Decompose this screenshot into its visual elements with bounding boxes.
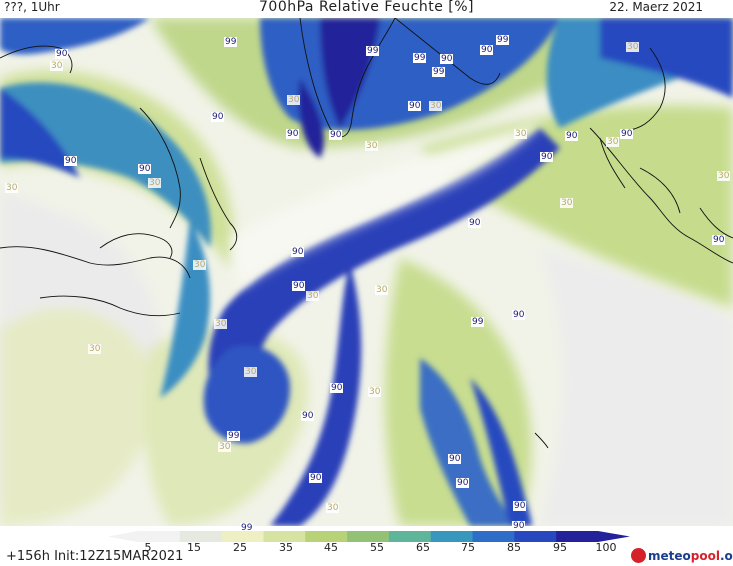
- meteopool-logo-icon: [631, 548, 646, 563]
- contour-label-99: 99: [240, 523, 254, 533]
- contour-label-90: 90: [329, 130, 343, 140]
- colorbar: [108, 531, 630, 542]
- contour-label-30: 30: [214, 319, 228, 329]
- contour-label-90: 90: [309, 473, 323, 483]
- colorbar-swatch: [305, 531, 348, 542]
- humidity-field: [0, 18, 733, 526]
- contour-label-90: 90: [565, 131, 579, 141]
- contour-label-90: 90: [408, 101, 422, 111]
- header-bar: ???, 1Uhr 700hPa Relative Feuchte [%] 22…: [0, 0, 733, 18]
- contour-label-30: 30: [626, 42, 640, 52]
- contour-label-90: 90: [440, 54, 454, 64]
- contour-label-99: 99: [227, 431, 241, 441]
- contour-label-90: 90: [64, 156, 78, 166]
- contour-label-99: 99: [366, 46, 380, 56]
- contour-label-99: 99: [471, 317, 485, 327]
- map-title: 700hPa Relative Feuchte [%]: [259, 0, 474, 15]
- contour-label-90: 90: [211, 112, 225, 122]
- contour-label-30: 30: [193, 260, 207, 270]
- colorbar-tick-label: 75: [461, 541, 475, 554]
- valid-date-label: 22. Maerz 2021: [609, 0, 703, 14]
- colorbar-tick-label: 55: [370, 541, 384, 554]
- colorbar-swatch: [556, 531, 599, 542]
- contour-label-30: 30: [514, 129, 528, 139]
- meteopool-logo[interactable]: meteopool.org: [631, 548, 733, 564]
- contour-label-30: 30: [218, 442, 232, 452]
- contour-label-90: 90: [448, 454, 462, 464]
- contour-label-90: 90: [55, 49, 69, 59]
- contour-label-90: 90: [512, 521, 526, 531]
- valid-day-label: ???, 1Uhr: [4, 0, 60, 14]
- colorbar-swatch: [514, 531, 557, 542]
- contour-label-30: 30: [244, 367, 258, 377]
- colorbar-swatch: [138, 531, 181, 542]
- contour-label-90: 90: [468, 218, 482, 228]
- colorbar-high-arrow: [598, 531, 630, 542]
- meteopool-logo-text: meteopool.org: [648, 549, 733, 563]
- contour-label-90: 90: [620, 129, 634, 139]
- contour-label-30: 30: [287, 95, 301, 105]
- colorbar-low-arrow: [108, 531, 138, 542]
- colorbar-tick-label: 100: [595, 541, 617, 554]
- colorbar-tick-label: 65: [416, 541, 430, 554]
- contour-label-30: 30: [717, 171, 731, 181]
- contour-label-99: 99: [432, 67, 446, 77]
- contour-label-30: 30: [148, 178, 162, 188]
- contour-label-90: 90: [286, 129, 300, 139]
- contour-label-90: 90: [513, 501, 527, 511]
- colorbar-tick-label: 95: [553, 541, 567, 554]
- contour-label-90: 90: [512, 310, 526, 320]
- colorbar-swatch: [179, 531, 223, 542]
- colorbar-swatch: [263, 531, 306, 542]
- model-run-label: +156h Init:12Z15MAR2021: [6, 549, 184, 564]
- contour-label-30: 30: [560, 198, 574, 208]
- contour-label-30: 30: [5, 183, 19, 193]
- contour-label-99: 99: [496, 35, 510, 45]
- contour-label-90: 90: [712, 235, 726, 245]
- colorbar-tick-label: 5: [144, 541, 152, 554]
- colorbar-swatch: [430, 531, 474, 542]
- contour-label-90: 90: [330, 383, 344, 393]
- colorbar-tick-label: 15: [187, 541, 201, 554]
- contour-label-30: 30: [50, 61, 64, 71]
- colorbar-tick-label: 45: [324, 541, 338, 554]
- contour-label-30: 30: [306, 291, 320, 301]
- colorbar-tick-label: 35: [279, 541, 293, 554]
- colorbar-swatch: [221, 531, 264, 542]
- contour-label-30: 30: [429, 101, 443, 111]
- contour-label-30: 30: [365, 141, 379, 151]
- contour-label-90: 90: [456, 478, 470, 488]
- contour-label-99: 99: [224, 37, 238, 47]
- colorbar-swatch: [472, 531, 515, 542]
- contour-label-30: 30: [368, 387, 382, 397]
- contour-label-30: 30: [326, 503, 340, 513]
- contour-label-90: 90: [138, 164, 152, 174]
- colorbar-tick-label: 25: [233, 541, 247, 554]
- humidity-map[interactable]: [0, 18, 733, 526]
- contour-label-90: 90: [540, 152, 554, 162]
- colorbar-swatch: [388, 531, 432, 542]
- contour-label-30: 30: [375, 285, 389, 295]
- contour-label-90: 90: [301, 411, 315, 421]
- contour-label-90: 90: [292, 281, 306, 291]
- contour-label-99: 99: [413, 53, 427, 63]
- colorbar-tick-label: 85: [507, 541, 521, 554]
- contour-label-30: 30: [88, 344, 102, 354]
- colorbar-swatch: [347, 531, 390, 542]
- contour-label-90: 90: [291, 247, 305, 257]
- contour-label-90: 90: [480, 45, 494, 55]
- contour-label-30: 30: [606, 137, 620, 147]
